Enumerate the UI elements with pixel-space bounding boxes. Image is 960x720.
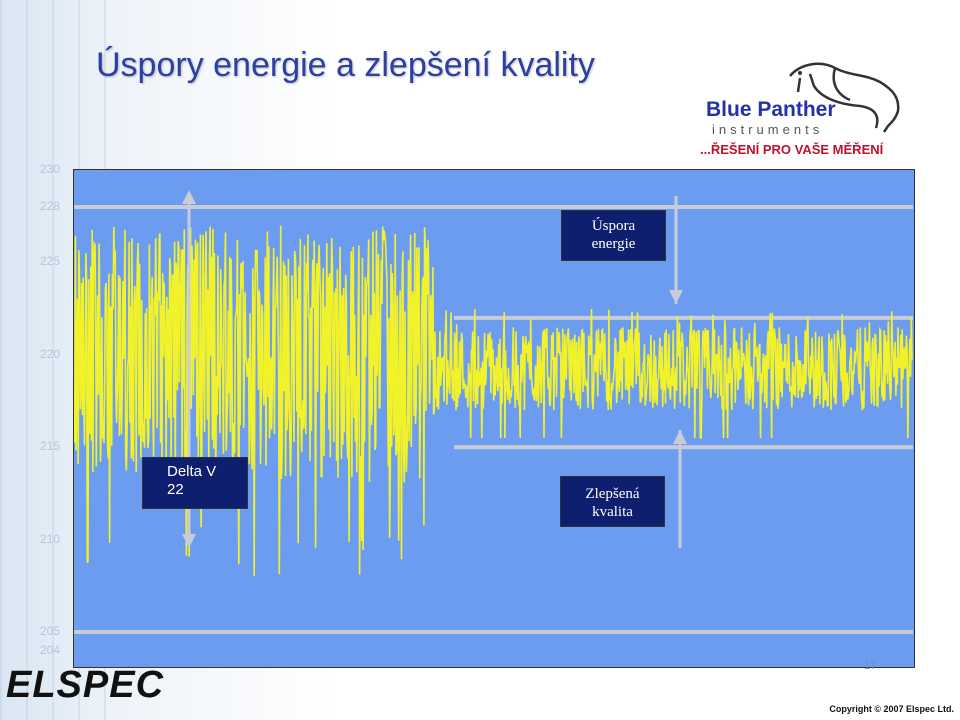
y-tick-label: 225	[40, 254, 61, 269]
copyright-text: Copyright © 2007 Elspec Ltd.	[829, 704, 954, 714]
delta-v-label: Delta V 22	[142, 457, 248, 509]
y-tick-label: 205	[40, 624, 61, 639]
improved-quality-text: Zlepšená kvalita	[585, 486, 640, 520]
quality-arrow	[673, 430, 687, 548]
panther-icon	[789, 62, 900, 133]
voltage-trace	[74, 225, 913, 576]
y-tick-label: 230	[40, 162, 61, 176]
elspec-logo: ELSPEC	[6, 664, 165, 706]
brand-name: Blue Panther	[706, 98, 836, 121]
brand-tagline: ...ŘEŠENÍ PRO VAŠE MĚŘENÍ	[700, 142, 884, 157]
delta-v-value: 22	[167, 481, 184, 498]
energy-saving-text: Úspora energie	[591, 218, 636, 252]
y-tick-label: 220	[40, 346, 61, 361]
y-tick-label: 215	[40, 439, 61, 454]
energy-saving-arrow	[669, 196, 683, 304]
page-number: 17	[864, 660, 877, 672]
y-tick-label: 210	[40, 531, 61, 546]
y-tick-label: 228	[40, 198, 61, 213]
blue-panther-logo: Blue Panther instruments ...ŘEŠENÍ PRO V…	[700, 56, 920, 161]
delta-v-title: Delta V	[167, 463, 217, 480]
brand-subtitle: instruments	[712, 122, 824, 137]
y-tick-label: 204	[40, 642, 61, 657]
slide-title: Úspory energie a zlepšení kvality	[96, 46, 595, 84]
chart-canvas	[74, 190, 913, 635]
improved-quality-label: Zlepšená kvalita	[560, 476, 665, 527]
voltage-chart: Úspora energie Delta V 22 Zlepšená kvali…	[73, 169, 915, 668]
energy-saving-label: Úspora energie	[561, 210, 666, 261]
